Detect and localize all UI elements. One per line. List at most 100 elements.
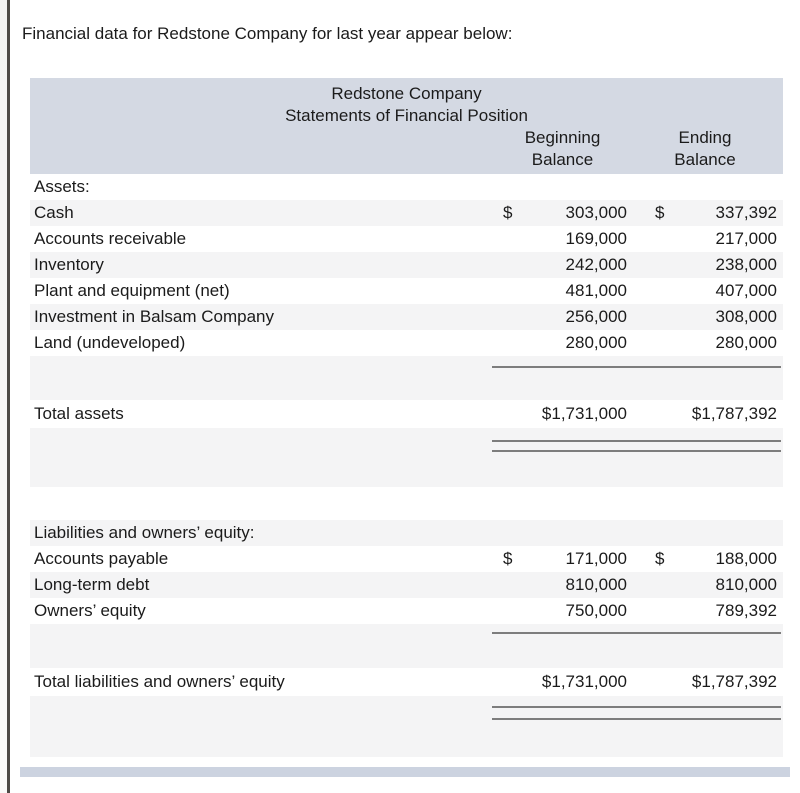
amount-cell: 810,000: [490, 572, 635, 598]
total-rule: [492, 706, 781, 708]
amount-cell: [635, 520, 783, 546]
table-row: Accounts payable $171,000 $188,000: [30, 546, 783, 572]
amount-value: 238,000: [715, 255, 777, 274]
table-row: Plant and equipment (net) 481,000 407,000: [30, 278, 783, 304]
table-row: Inventory 242,000 238,000: [30, 252, 783, 278]
amount-cell: 810,000: [635, 572, 783, 598]
amount-cell: 750,000: [490, 598, 635, 624]
amount-value: 256,000: [565, 307, 627, 326]
amount-cell: 280,000: [490, 330, 635, 356]
row-label: Total liabilities and owners’ equity: [34, 672, 285, 691]
amount-cell: $188,000: [635, 546, 783, 572]
amount-cell: 280,000: [635, 330, 783, 356]
dollar-sign: $: [503, 203, 513, 222]
amount-value: $1,787,392: [691, 404, 777, 423]
page-edge-strip: [0, 0, 7, 793]
amount-value: 217,000: [715, 229, 777, 248]
amount-value: $1,731,000: [541, 672, 627, 691]
total-rule: [492, 440, 781, 442]
amount-cell: $1,787,392: [635, 400, 783, 428]
table-row: Investment in Balsam Company 256,000 308,0…: [30, 304, 783, 330]
table-row: Cash $303,000 $337,392: [30, 200, 783, 226]
amount-cell: 242,000: [490, 252, 635, 278]
table-row: Total assets $1,731,000 $1,787,392: [30, 400, 783, 428]
row-label: Liabilities and owners’ equity:: [34, 523, 255, 542]
row-label: Assets:: [34, 177, 90, 196]
row-label: Owners’ equity: [34, 601, 146, 620]
amount-value: 242,000: [565, 255, 627, 274]
column-headers: Beginning Balance Ending Balance: [30, 127, 783, 171]
amount-value: 810,000: [565, 575, 627, 594]
spacer-row: [30, 428, 783, 487]
amount-cell: 789,392: [635, 598, 783, 624]
amount-cell: 308,000: [635, 304, 783, 330]
amount-value: 303,000: [565, 203, 627, 222]
dollar-sign: $: [655, 549, 665, 568]
amount-cell: $337,392: [635, 200, 783, 226]
row-label: Cash: [34, 203, 74, 222]
dollar-sign: $: [503, 549, 513, 568]
amount-cell: [635, 174, 783, 200]
statement-body: Assets: Cash $303,000 $337,392 Accounts rece…: [30, 174, 783, 757]
amount-value: 188,000: [715, 549, 777, 568]
table-row: Total liabilities and owners’ equity $1,7…: [30, 668, 783, 696]
column-header-line: Balance: [674, 150, 736, 169]
amount-value: $1,787,392: [691, 672, 777, 691]
amount-value: 789,392: [715, 601, 777, 620]
amount-cell: $1,731,000: [490, 400, 635, 428]
amount-value: 810,000: [715, 575, 777, 594]
intro-text: Financial data for Redstone Company for …: [22, 24, 513, 43]
row-label: Long-term debt: [34, 575, 150, 594]
column-header-line: Beginning: [524, 128, 601, 147]
statement-header: Redstone Company Statements of Financial…: [30, 78, 783, 174]
row-label: Investment in Balsam Company: [34, 307, 274, 326]
table-row: Accounts receivable 169,000 217,000: [30, 226, 783, 252]
statement-title: Redstone Company: [331, 84, 482, 103]
amount-cell: $303,000: [490, 200, 635, 226]
amount-value: 407,000: [715, 281, 777, 300]
amount-value: 337,392: [715, 203, 777, 222]
amount-cell: 238,000: [635, 252, 783, 278]
amount-value: 169,000: [565, 229, 627, 248]
amount-value: 308,000: [715, 307, 777, 326]
spacer-row: [30, 624, 783, 668]
total-rule: [492, 718, 781, 720]
page-edge-line: [7, 0, 10, 793]
financial-statement-table: Redstone Company Statements of Financial…: [30, 78, 783, 757]
row-label: Accounts receivable: [34, 229, 187, 248]
row-label: Accounts payable: [34, 549, 169, 568]
bottom-divider-bar: [20, 767, 790, 777]
table-row: Long-term debt 810,000 810,000: [30, 572, 783, 598]
amount-cell: 481,000: [490, 278, 635, 304]
total-rule: [492, 632, 781, 634]
amount-cell: [490, 174, 635, 200]
row-label: Plant and equipment (net): [34, 281, 230, 300]
amount-cell: 217,000: [635, 226, 783, 252]
column-header-spacer: [30, 127, 490, 171]
amount-cell: 169,000: [490, 226, 635, 252]
table-row: Assets:: [30, 174, 783, 200]
amount-cell: $1,787,392: [635, 668, 783, 696]
row-label: Inventory: [34, 255, 104, 274]
spacer-row: [30, 696, 783, 757]
amount-value: 280,000: [565, 333, 627, 352]
amount-cell: [490, 520, 635, 546]
amount-cell: $171,000: [490, 546, 635, 572]
amount-value: 171,000: [565, 549, 627, 568]
dollar-sign: $: [655, 203, 665, 222]
total-rule: [492, 450, 781, 452]
table-row: Liabilities and owners’ equity:: [30, 520, 783, 546]
table-row: Land (undeveloped) 280,000 280,000: [30, 330, 783, 356]
spacer-row: [30, 356, 783, 400]
spacer-row: [30, 487, 783, 520]
table-row: Owners’ equity 750,000 789,392: [30, 598, 783, 624]
amount-value: $1,731,000: [541, 404, 627, 423]
column-header-line: Balance: [531, 150, 594, 169]
row-label: Land (undeveloped): [34, 333, 186, 352]
amount-cell: 407,000: [635, 278, 783, 304]
row-label: Total assets: [34, 404, 124, 423]
column-header-beginning-balance: Beginning Balance: [490, 127, 635, 171]
total-rule: [492, 366, 781, 368]
amount-cell: $1,731,000: [490, 668, 635, 696]
amount-value: 750,000: [565, 601, 627, 620]
